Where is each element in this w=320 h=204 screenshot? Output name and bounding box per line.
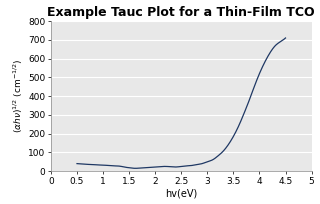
Title: Example Tauc Plot for a Thin-Film TCO: Example Tauc Plot for a Thin-Film TCO: [47, 6, 315, 19]
Y-axis label: $(\alpha h\nu)^{1/2}\ \mathsf{(cm^{-1/2})}$: $(\alpha h\nu)^{1/2}\ \mathsf{(cm^{-1/2}…: [12, 59, 25, 133]
X-axis label: hv(eV): hv(eV): [165, 188, 197, 198]
